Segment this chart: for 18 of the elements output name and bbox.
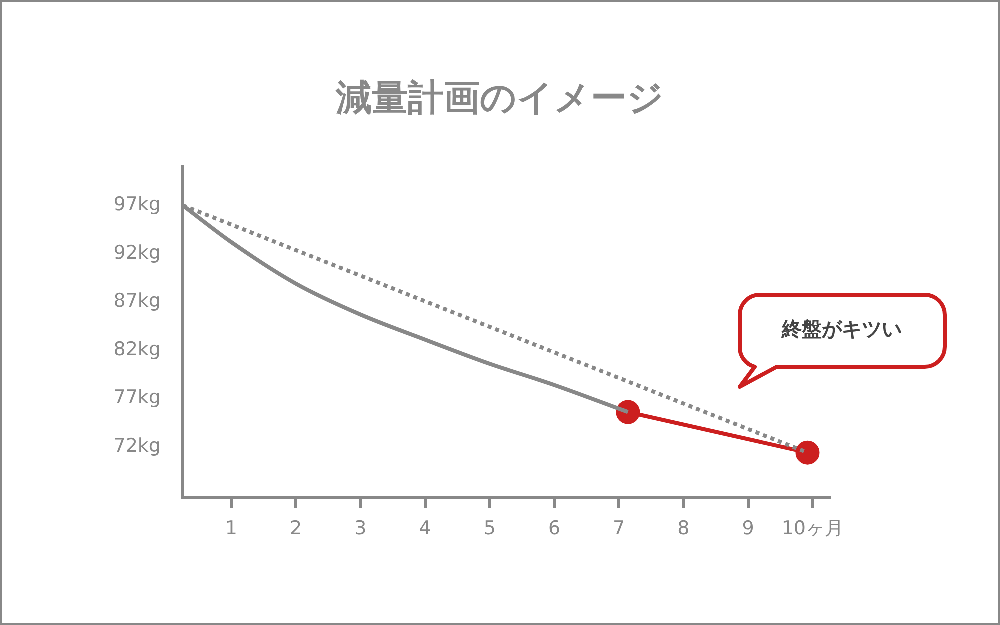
x-tick-label: 2 [290, 518, 302, 540]
x-tick-label: 10ヶ月 [782, 518, 844, 540]
y-tick-label: 82kg [114, 338, 161, 360]
x-tick-label: 5 [484, 518, 496, 540]
y-tick-label: 72kg [114, 434, 161, 457]
chart-title: 減量計画のイメージ [334, 77, 665, 121]
annotation: 終盤がキツい [780, 316, 903, 343]
x-tick-label: 1 [225, 518, 238, 540]
y-tick-label: 87kg [114, 290, 161, 312]
x-tick-label: 8 [678, 518, 690, 540]
x-tick-label: 3 [354, 518, 367, 540]
y-tick-label: 77kg [114, 386, 161, 409]
x-tick-label: 7 [613, 518, 626, 540]
x-tick-label: 9 [742, 518, 754, 540]
x-tick-label: 4 [419, 518, 432, 540]
x-tick-label: 6 [548, 518, 561, 540]
y-tick-label: 92kg [114, 242, 161, 264]
y-tick-label: 97kg [114, 194, 161, 216]
